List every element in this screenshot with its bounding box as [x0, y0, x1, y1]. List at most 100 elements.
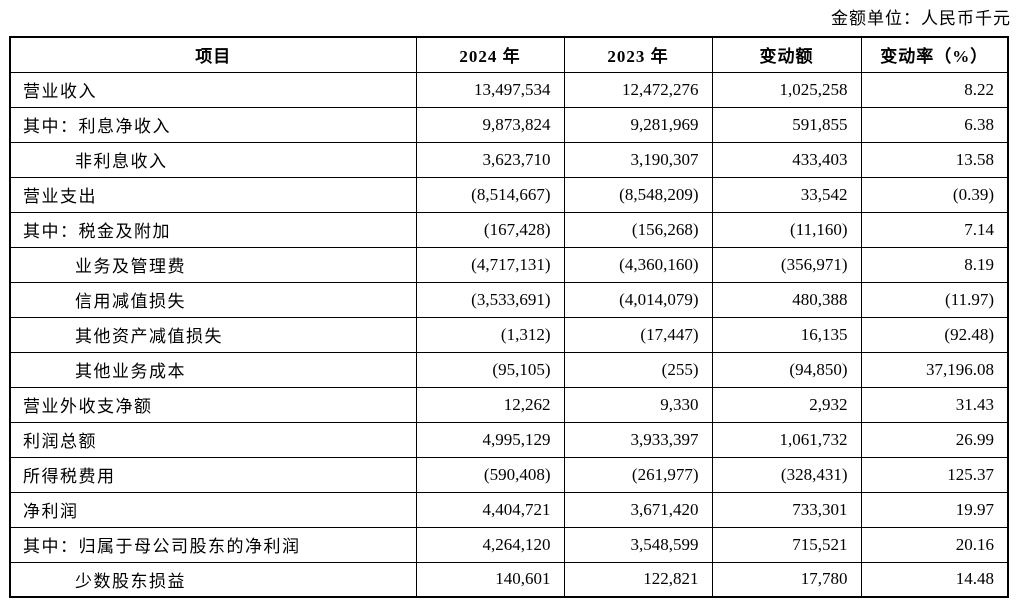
value-2023-cell: 9,281,969	[563, 106, 713, 143]
column-header-item: 项目	[9, 36, 417, 73]
change-rate-cell: 8.22	[860, 71, 1009, 108]
change-rate-cell: 6.38	[860, 106, 1009, 143]
change-rate-cell: 26.99	[860, 421, 1009, 458]
change-rate-cell: (92.48)	[860, 316, 1009, 353]
change-rate-cell: 13.58	[860, 141, 1009, 178]
value-2023-cell: (8,548,209)	[563, 176, 713, 213]
value-2024-cell: (8,514,667)	[415, 176, 565, 213]
table-row: 少数股东损益 140,601 122,821 17,780 14.48	[9, 561, 1009, 598]
value-2024-cell: 4,404,721	[415, 491, 565, 528]
value-2023-cell: (261,977)	[563, 456, 713, 493]
value-2024-cell: (590,408)	[415, 456, 565, 493]
table-body: 营业收入 13,497,534 12,472,276 1,025,258 8.2…	[9, 71, 1009, 598]
change-amount-cell: 1,061,732	[711, 421, 862, 458]
value-2024-cell: 9,873,824	[415, 106, 565, 143]
item-label-cell: 信用减值损失	[9, 281, 417, 318]
change-amount-cell: 16,135	[711, 316, 862, 353]
value-2023-cell: 3,190,307	[563, 141, 713, 178]
change-amount-cell: 715,521	[711, 526, 862, 563]
change-rate-cell: 7.14	[860, 211, 1009, 248]
table-row: 业务及管理费 (4,717,131) (4,360,160) (356,971)…	[9, 246, 1009, 283]
value-2024-cell: (167,428)	[415, 211, 565, 248]
change-amount-cell: 1,025,258	[711, 71, 862, 108]
change-rate-cell: 37,196.08	[860, 351, 1009, 388]
item-label-cell: 其他业务成本	[9, 351, 417, 388]
table-row: 所得税费用 (590,408) (261,977) (328,431) 125.…	[9, 456, 1009, 493]
value-2023-cell: (4,360,160)	[563, 246, 713, 283]
value-2024-cell: 4,995,129	[415, 421, 565, 458]
item-label-cell: 净利润	[9, 491, 417, 528]
item-label-cell: 少数股东损益	[9, 561, 417, 598]
table-row: 营业收入 13,497,534 12,472,276 1,025,258 8.2…	[9, 71, 1009, 108]
change-amount-cell: 33,542	[711, 176, 862, 213]
value-2024-cell: (3,533,691)	[415, 281, 565, 318]
column-header-change-rate: 变动率（%）	[860, 36, 1009, 73]
change-amount-cell: 433,403	[711, 141, 862, 178]
item-label-cell: 其中：归属于母公司股东的净利润	[9, 526, 417, 563]
change-amount-cell: (356,971)	[711, 246, 862, 283]
table-row: 其他业务成本 (95,105) (255) (94,850) 37,196.08	[9, 351, 1009, 388]
value-2023-cell: (17,447)	[563, 316, 713, 353]
item-label-cell: 营业收入	[9, 71, 417, 108]
value-2024-cell: (95,105)	[415, 351, 565, 388]
value-2024-cell: (4,717,131)	[415, 246, 565, 283]
value-2023-cell: (255)	[563, 351, 713, 388]
value-2023-cell: 3,548,599	[563, 526, 713, 563]
change-rate-cell: 19.97	[860, 491, 1009, 528]
table-row: 净利润 4,404,721 3,671,420 733,301 19.97	[9, 491, 1009, 528]
table-row: 其中：利息净收入 9,873,824 9,281,969 591,855 6.3…	[9, 106, 1009, 143]
change-rate-cell: 8.19	[860, 246, 1009, 283]
value-2024-cell: 13,497,534	[415, 71, 565, 108]
table-row: 其他资产减值损失 (1,312) (17,447) 16,135 (92.48)	[9, 316, 1009, 353]
item-label-cell: 其他资产减值损失	[9, 316, 417, 353]
table-header: 项目 2024 年 2023 年 变动额 变动率（%）	[9, 36, 1009, 73]
column-header-2024: 2024 年	[415, 36, 565, 73]
item-label-cell: 其中：利息净收入	[9, 106, 417, 143]
value-2023-cell: 3,671,420	[563, 491, 713, 528]
change-rate-cell: 14.48	[860, 561, 1009, 598]
value-2023-cell: 122,821	[563, 561, 713, 598]
table-row: 非利息收入 3,623,710 3,190,307 433,403 13.58	[9, 141, 1009, 178]
value-2023-cell: 12,472,276	[563, 71, 713, 108]
change-rate-cell: (11.97)	[860, 281, 1009, 318]
table-row: 利润总额 4,995,129 3,933,397 1,061,732 26.99	[9, 421, 1009, 458]
value-2023-cell: 9,330	[563, 386, 713, 423]
change-amount-cell: 17,780	[711, 561, 862, 598]
item-label-cell: 其中：税金及附加	[9, 211, 417, 248]
amount-unit-note: 金额单位：人民币千元	[831, 9, 1011, 28]
table-row: 营业支出 (8,514,667) (8,548,209) 33,542 (0.3…	[9, 176, 1009, 213]
column-header-2023: 2023 年	[563, 36, 713, 73]
table-row: 信用减值损失 (3,533,691) (4,014,079) 480,388 (…	[9, 281, 1009, 318]
change-rate-cell: 125.37	[860, 456, 1009, 493]
item-label-cell: 所得税费用	[9, 456, 417, 493]
item-label-cell: 利润总额	[9, 421, 417, 458]
item-label-cell: 营业外收支净额	[9, 386, 417, 423]
item-label-cell: 业务及管理费	[9, 246, 417, 283]
change-amount-cell: 591,855	[711, 106, 862, 143]
item-label-cell: 营业支出	[9, 176, 417, 213]
income-statement-table: 项目 2024 年 2023 年 变动额 变动率（%） 营业收入 13,497,…	[9, 36, 1009, 598]
table-row: 其中：归属于母公司股东的净利润 4,264,120 3,548,599 715,…	[9, 526, 1009, 563]
change-rate-cell: 31.43	[860, 386, 1009, 423]
table-row: 营业外收支净额 12,262 9,330 2,932 31.43	[9, 386, 1009, 423]
item-label-cell: 非利息收入	[9, 141, 417, 178]
value-2023-cell: (4,014,079)	[563, 281, 713, 318]
change-amount-cell: (11,160)	[711, 211, 862, 248]
value-2024-cell: 3,623,710	[415, 141, 565, 178]
change-amount-cell: 733,301	[711, 491, 862, 528]
value-2024-cell: 12,262	[415, 386, 565, 423]
column-header-change-amount: 变动额	[711, 36, 862, 73]
change-amount-cell: 2,932	[711, 386, 862, 423]
value-2023-cell: 3,933,397	[563, 421, 713, 458]
header-row: 项目 2024 年 2023 年 变动额 变动率（%）	[9, 36, 1009, 73]
value-2023-cell: (156,268)	[563, 211, 713, 248]
change-amount-cell: (94,850)	[711, 351, 862, 388]
value-2024-cell: 140,601	[415, 561, 565, 598]
value-2024-cell: (1,312)	[415, 316, 565, 353]
table-row: 其中：税金及附加 (167,428) (156,268) (11,160) 7.…	[9, 211, 1009, 248]
change-rate-cell: 20.16	[860, 526, 1009, 563]
change-rate-cell: (0.39)	[860, 176, 1009, 213]
change-amount-cell: (328,431)	[711, 456, 862, 493]
change-amount-cell: 480,388	[711, 281, 862, 318]
